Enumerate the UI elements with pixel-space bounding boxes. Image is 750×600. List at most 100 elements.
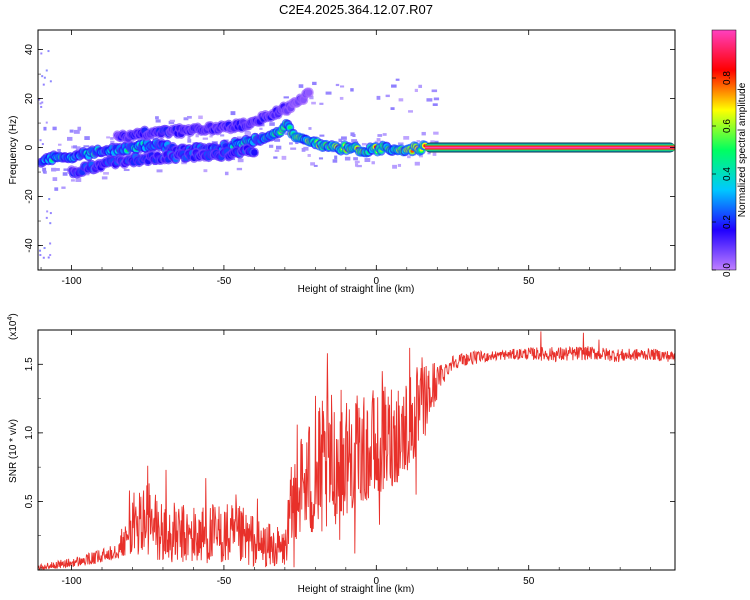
y-tick-label: 1.5 xyxy=(24,357,35,371)
snr-multiplier: (x104) xyxy=(7,313,19,340)
spectral-speck xyxy=(237,158,244,163)
spectral-speck xyxy=(48,198,51,201)
spectral-speck xyxy=(57,143,62,146)
spectral-speck xyxy=(155,116,159,120)
spectral-speck xyxy=(202,137,208,140)
spectral-speck xyxy=(83,173,90,176)
spectral-blob-core xyxy=(287,126,292,130)
spectrogram-y-axis-label: Frequency (Hz) xyxy=(8,116,19,185)
spectral-speck xyxy=(183,117,189,121)
spectral-speck xyxy=(168,120,175,125)
colorbar-label: Normalized spectral amplitude xyxy=(737,82,748,217)
spectral-speck xyxy=(430,140,435,144)
spectral-speck xyxy=(307,154,311,157)
spectral-speck xyxy=(195,133,199,138)
y-tick-label: 40 xyxy=(24,44,35,56)
colorbar-tick-label: 0.8 xyxy=(722,71,733,85)
spectral-speck xyxy=(46,210,49,213)
spectral-speck xyxy=(43,126,47,131)
spectral-speck xyxy=(418,153,423,158)
snr-y-axis-label: SNR (10 * v/v) xyxy=(8,419,19,483)
spectral-speck xyxy=(75,146,81,151)
spectral-speck xyxy=(295,141,299,145)
spectral-speck xyxy=(371,161,375,165)
spectral-speck xyxy=(432,103,438,106)
x-tick-label: -50 xyxy=(217,276,232,287)
spectral-speck xyxy=(43,170,47,174)
spectral-speck xyxy=(245,131,251,136)
spectral-speck xyxy=(310,162,316,166)
spectral-speck xyxy=(332,159,338,163)
spectral-speck xyxy=(274,138,281,142)
spectral-speck xyxy=(198,115,203,120)
x-tick-label: -100 xyxy=(62,576,82,587)
spectral-speck xyxy=(427,151,431,155)
colorbar-tick-label: 0.6 xyxy=(722,119,733,133)
spectral-speck xyxy=(62,172,68,176)
spectral-speck xyxy=(433,131,439,135)
spectral-speck xyxy=(344,156,351,161)
spectral-speck xyxy=(311,101,316,105)
spectral-speck xyxy=(335,83,340,87)
spectral-speck xyxy=(354,160,360,164)
spectral-speck xyxy=(61,186,66,189)
spectral-speck xyxy=(69,129,74,133)
spectral-speck xyxy=(432,152,437,156)
spectral-speck xyxy=(432,140,439,144)
spectral-blob-mid xyxy=(306,89,313,96)
spectral-speck xyxy=(43,247,46,250)
spectral-speck xyxy=(47,50,50,53)
spectral-speck xyxy=(42,256,45,259)
spectral-speck xyxy=(224,171,229,176)
spectrogram-marks xyxy=(38,50,675,259)
spectral-speck xyxy=(274,149,280,152)
colorbar-tick-label: 0.0 xyxy=(722,263,733,277)
snr-series-line xyxy=(38,331,675,570)
spectral-speck xyxy=(49,254,52,257)
spectrogram-panel: -100 -50 0 50 -40 -20 0 20 40 Height of straigh… xyxy=(8,29,676,295)
spectral-speck xyxy=(426,98,433,102)
x-tick-label: 0 xyxy=(374,576,380,587)
x-tick-label: 50 xyxy=(523,276,535,287)
y-tick-label: 0.5 xyxy=(24,494,35,508)
spectral-speck xyxy=(313,164,318,167)
spectral-speck xyxy=(397,142,404,146)
spectral-speck xyxy=(281,155,287,160)
spectral-speck xyxy=(391,84,397,88)
spectral-blob-mid xyxy=(251,149,258,156)
spectral-speck xyxy=(38,98,41,101)
spectral-speck xyxy=(377,134,383,137)
snr-x-axis-label: Height of straight line (km) xyxy=(298,584,415,595)
spectral-speck xyxy=(43,76,46,79)
spectral-speck xyxy=(40,52,43,55)
spectral-speck xyxy=(364,158,371,163)
spectral-speck xyxy=(42,167,47,172)
spectral-speck xyxy=(103,172,109,175)
spectral-speck xyxy=(414,161,420,166)
spectral-speck xyxy=(298,84,304,88)
spectrogram-x-ticks: -100 -50 0 50 xyxy=(40,30,651,287)
spectral-speck xyxy=(49,222,52,225)
spectral-speck xyxy=(39,249,42,252)
spectral-speck xyxy=(319,134,325,137)
spectral-speck xyxy=(67,136,73,141)
spectral-speck xyxy=(356,164,362,168)
constant-line-core xyxy=(425,146,675,149)
spectral-speck xyxy=(39,254,42,257)
spectral-speck xyxy=(339,96,344,100)
spectral-speck xyxy=(382,133,387,136)
spectral-speck xyxy=(110,137,114,140)
spectral-speck xyxy=(354,163,359,167)
spectral-speck xyxy=(418,84,423,88)
colorbar-ticks: 0.0 0.2 0.4 0.6 0.8 xyxy=(712,71,733,277)
spectral-speck xyxy=(301,147,306,152)
spectral-speck xyxy=(45,69,48,72)
spectral-speck xyxy=(290,147,297,150)
spectral-speck xyxy=(340,85,345,88)
spectral-lower-ridge xyxy=(67,143,259,179)
spectral-speck xyxy=(39,102,42,105)
spectral-speck xyxy=(77,126,82,131)
spectral-speck xyxy=(236,167,243,171)
spectral-speck xyxy=(350,132,355,137)
